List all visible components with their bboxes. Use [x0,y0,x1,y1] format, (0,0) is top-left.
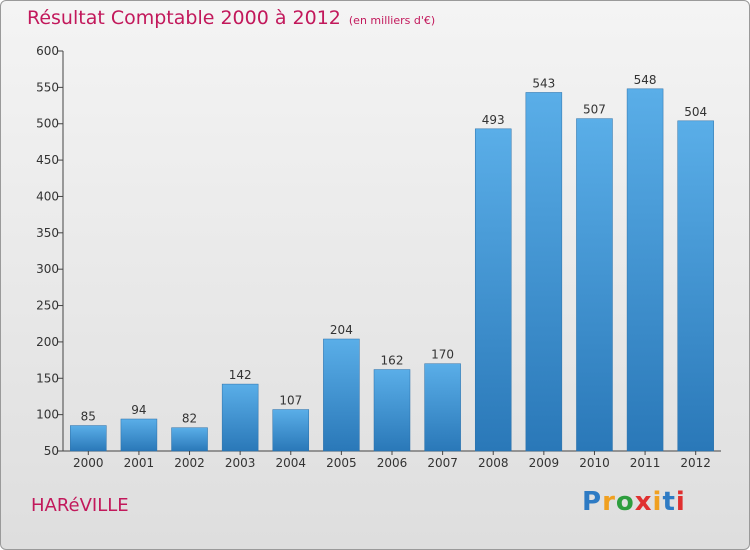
bar [323,338,360,452]
y-tick-label: 250 [36,299,59,313]
bar [373,369,411,452]
x-tick-label: 2010 [579,456,610,470]
x-tick-label: 2011 [630,456,661,470]
y-tick-label: 350 [36,226,59,240]
logo-letter: P [582,487,603,517]
data-label: 204 [330,323,353,337]
y-tick-label: 150 [36,371,59,385]
logo-letter: i [675,487,686,517]
x-tick-label: 2007 [427,456,458,470]
logo-letter: o [615,487,635,517]
data-label: 170 [431,348,454,362]
data-label: 142 [229,368,252,382]
bar [171,427,208,452]
data-label: 94 [131,403,146,417]
data-label: 504 [684,105,707,119]
bar [677,120,714,452]
y-tick-label: 500 [36,117,59,131]
x-tick-label: 2006 [377,456,408,470]
data-label: 548 [634,73,657,87]
data-label: 543 [532,76,555,90]
bar [474,128,512,452]
x-tick-label: 2003 [225,456,256,470]
bar [120,418,158,452]
logo-letter: i [652,487,663,517]
y-tick-label: 100 [36,408,59,422]
bar [576,118,613,452]
bar [424,363,461,452]
x-tick-label: 2009 [529,456,560,470]
y-tick-label: 450 [36,153,59,167]
location-name: HARéVILLE [31,495,129,516]
x-tick-label: 2005 [326,456,357,470]
data-label: 107 [279,394,302,408]
data-label: 162 [381,354,404,368]
chart-title: Résultat Comptable 2000 à 2012 (en millie… [27,7,435,29]
bar [626,88,664,452]
logo-letter: x [634,487,653,517]
data-label: 507 [583,103,606,117]
x-tick-label: 2004 [275,456,306,470]
y-tick-label: 300 [36,262,59,276]
y-tick-label: 600 [36,44,59,58]
data-label: 493 [482,113,505,127]
y-tick-label: 400 [36,189,59,203]
bar [525,92,563,452]
x-tick-label: 2001 [124,456,155,470]
bar [221,383,259,452]
x-tick-label: 2012 [680,456,711,470]
x-tick-label: 2008 [478,456,509,470]
x-tick-label: 2000 [73,456,104,470]
title-subtitle: (en milliers d'€) [348,14,436,27]
bar [272,409,310,452]
logo-letter: t [662,487,676,517]
title-text: Résultat Comptable 2000 à 2012 [27,7,341,29]
x-tick-label: 2002 [174,456,205,470]
y-tick-label: 550 [36,80,59,94]
data-label: 85 [81,410,96,424]
y-tick-label: 200 [36,335,59,349]
y-tick-label: 50 [44,444,59,458]
data-label: 82 [182,412,197,426]
bar [70,425,107,452]
logo-letter: r [602,487,616,517]
proxiti-logo: Proxiti [582,487,686,517]
